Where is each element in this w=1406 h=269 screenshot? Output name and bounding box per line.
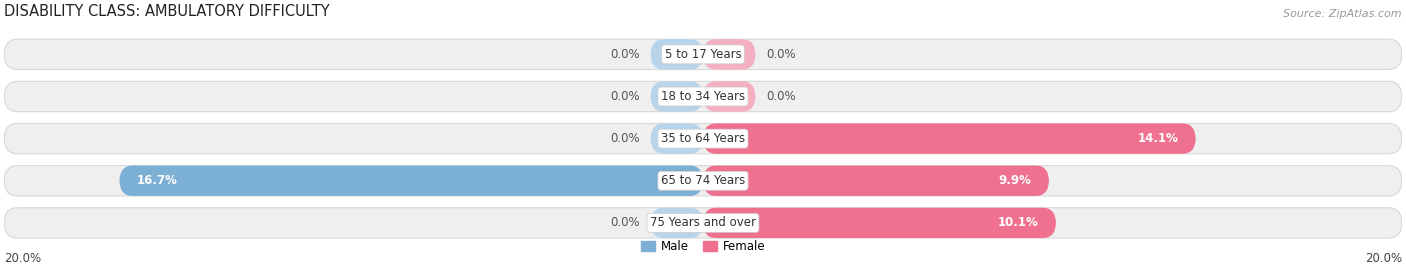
Legend: Male, Female: Male, Female — [641, 240, 765, 253]
Text: 20.0%: 20.0% — [4, 252, 41, 264]
FancyBboxPatch shape — [4, 166, 1402, 196]
FancyBboxPatch shape — [120, 166, 703, 196]
FancyBboxPatch shape — [651, 39, 703, 69]
Text: 5 to 17 Years: 5 to 17 Years — [665, 48, 741, 61]
FancyBboxPatch shape — [651, 81, 703, 112]
FancyBboxPatch shape — [651, 208, 703, 238]
Text: 0.0%: 0.0% — [610, 48, 640, 61]
Text: 20.0%: 20.0% — [1365, 252, 1402, 264]
FancyBboxPatch shape — [4, 81, 1402, 112]
Text: 9.9%: 9.9% — [998, 174, 1032, 187]
Text: 0.0%: 0.0% — [766, 48, 796, 61]
FancyBboxPatch shape — [703, 208, 1056, 238]
FancyBboxPatch shape — [4, 123, 1402, 154]
Text: 16.7%: 16.7% — [136, 174, 177, 187]
FancyBboxPatch shape — [651, 123, 703, 154]
Text: 0.0%: 0.0% — [610, 90, 640, 103]
FancyBboxPatch shape — [703, 81, 755, 112]
Text: 0.0%: 0.0% — [766, 90, 796, 103]
Text: 18 to 34 Years: 18 to 34 Years — [661, 90, 745, 103]
FancyBboxPatch shape — [703, 166, 1049, 196]
Text: 65 to 74 Years: 65 to 74 Years — [661, 174, 745, 187]
Text: DISABILITY CLASS: AMBULATORY DIFFICULTY: DISABILITY CLASS: AMBULATORY DIFFICULTY — [4, 3, 330, 19]
Text: 0.0%: 0.0% — [610, 216, 640, 229]
Text: 0.0%: 0.0% — [610, 132, 640, 145]
FancyBboxPatch shape — [703, 123, 1195, 154]
Text: 35 to 64 Years: 35 to 64 Years — [661, 132, 745, 145]
FancyBboxPatch shape — [4, 208, 1402, 238]
Text: 14.1%: 14.1% — [1137, 132, 1178, 145]
Text: 10.1%: 10.1% — [998, 216, 1039, 229]
FancyBboxPatch shape — [4, 39, 1402, 69]
Text: Source: ZipAtlas.com: Source: ZipAtlas.com — [1284, 9, 1402, 19]
FancyBboxPatch shape — [703, 39, 755, 69]
Text: 75 Years and over: 75 Years and over — [650, 216, 756, 229]
